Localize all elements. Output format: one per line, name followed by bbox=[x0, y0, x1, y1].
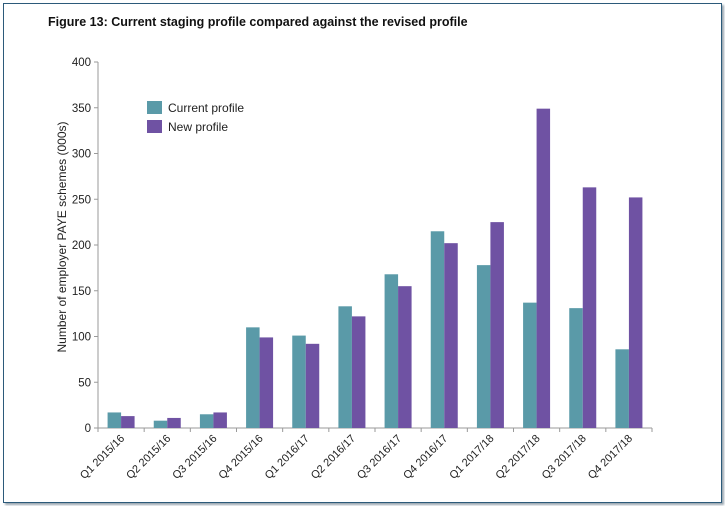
x-tick-label: Q4 2015/16 bbox=[217, 433, 266, 482]
bar-current-6 bbox=[338, 306, 352, 428]
bar-current-9 bbox=[476, 265, 491, 428]
bar-new-12 bbox=[628, 197, 643, 428]
legend-label-2: New profile bbox=[168, 120, 228, 134]
bar-new-11 bbox=[582, 187, 597, 428]
x-tick-label: Q2 2016/17 bbox=[309, 433, 358, 482]
x-tick-label: Q3 2015/16 bbox=[170, 433, 219, 482]
bar-current-1 bbox=[107, 412, 122, 428]
bar-current-3 bbox=[199, 414, 214, 428]
y-tick-label: 250 bbox=[72, 194, 91, 206]
bar-current-11 bbox=[569, 308, 583, 428]
bars bbox=[107, 108, 643, 428]
x-tick-label: Q2 2015/16 bbox=[124, 433, 173, 482]
bar-new-10 bbox=[536, 108, 551, 428]
bar-current-5 bbox=[292, 335, 306, 428]
bar-new-4 bbox=[259, 337, 274, 428]
x-tick-label: Q1 2016/17 bbox=[263, 433, 312, 482]
legend-label-1: Current profile bbox=[168, 101, 244, 115]
bar-new-9 bbox=[490, 222, 504, 428]
bar-current-12 bbox=[615, 349, 629, 428]
y-tick-label: 100 bbox=[72, 332, 91, 344]
x-tick-label: Q1 2015/16 bbox=[78, 433, 127, 482]
bar-current-10 bbox=[523, 302, 537, 428]
legend-swatch-2 bbox=[147, 120, 162, 133]
bar-current-2 bbox=[153, 420, 168, 428]
x-tick-label: Q3 2016/17 bbox=[355, 433, 404, 482]
y-tick-label: 0 bbox=[85, 423, 91, 435]
bar-new-3 bbox=[213, 412, 227, 428]
y-tick-label: 350 bbox=[72, 103, 91, 115]
y-tick-label: 400 bbox=[72, 57, 91, 69]
bar-new-5 bbox=[305, 343, 320, 428]
bar-new-2 bbox=[167, 417, 181, 428]
bar-current-8 bbox=[430, 231, 445, 428]
bar-new-6 bbox=[351, 316, 366, 428]
x-tick-label: Q4 2016/17 bbox=[401, 433, 450, 482]
x-tick-label: Q4 2017/18 bbox=[586, 433, 635, 482]
legend-swatch-1 bbox=[147, 101, 162, 114]
x-tick-label: Q2 2017/18 bbox=[494, 433, 543, 482]
y-tick-label: 200 bbox=[72, 240, 91, 252]
y-axis-label: Number of employer PAYE schemes (000s) bbox=[55, 122, 69, 353]
chart-title: Figure 13: Current staging profile compa… bbox=[48, 15, 468, 29]
bar-new-1 bbox=[121, 416, 135, 428]
bar-new-8 bbox=[444, 243, 458, 428]
x-tick-label: Q1 2017/18 bbox=[447, 433, 496, 482]
bar-current-4 bbox=[246, 327, 260, 428]
y-tick-label: 50 bbox=[78, 377, 91, 389]
legend: Current profile New profile bbox=[147, 101, 244, 134]
y-tick-label: 300 bbox=[72, 149, 91, 161]
bar-new-7 bbox=[398, 286, 412, 428]
x-tick-label: Q3 2017/18 bbox=[540, 433, 589, 482]
bar-current-7 bbox=[384, 274, 399, 428]
y-tick-label: 150 bbox=[72, 286, 91, 298]
